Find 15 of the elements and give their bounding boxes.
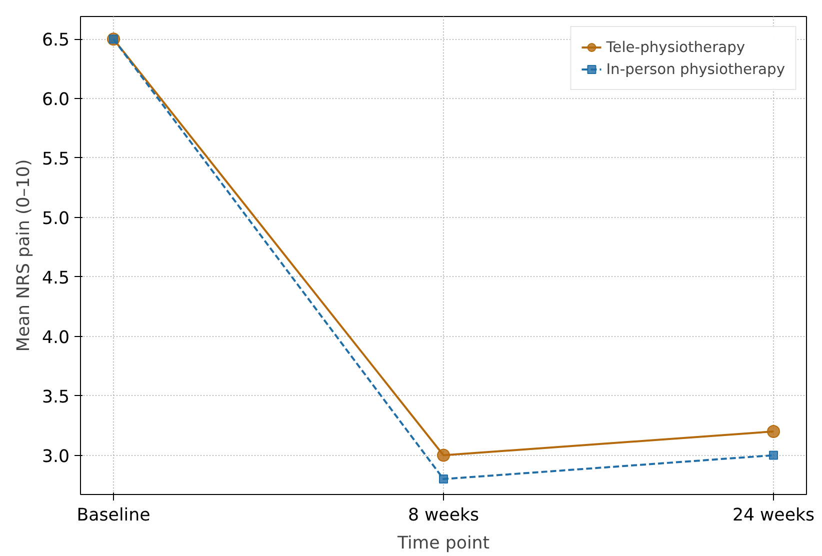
y-tick-label: 5.0: [42, 208, 70, 229]
y-tick-label: 4.0: [42, 328, 70, 348]
legend-label: In-person physiotherapy: [606, 60, 785, 78]
x-axis-title: Time point: [396, 534, 490, 554]
y-tick-label: 6.0: [42, 90, 70, 110]
y-tick-label: 3.0: [42, 446, 70, 467]
legend-label: Tele-physiotherapy: [606, 38, 746, 56]
y-tick-label: 3.5: [42, 387, 70, 408]
x-tick-label: Baseline: [76, 506, 150, 526]
y-tick-label: 4.5: [42, 268, 70, 288]
x-tick-label: 8 weeks: [408, 506, 480, 526]
y-tick-label: 5.5: [42, 150, 70, 170]
y-axis-title: Mean NRS pain (0–10): [14, 159, 34, 352]
x-tick-label: 24 weeks: [732, 506, 815, 526]
y-tick-label: 6.5: [42, 30, 70, 51]
